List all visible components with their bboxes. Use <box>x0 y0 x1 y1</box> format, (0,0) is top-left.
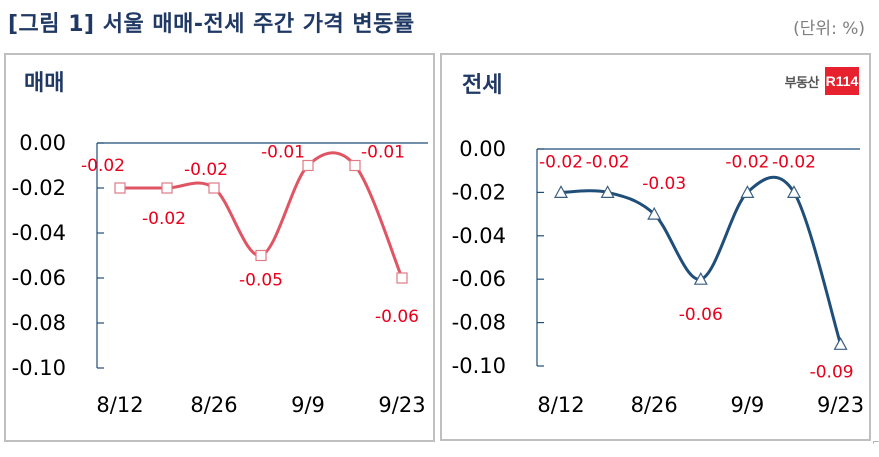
y-tick-label: -0.10 <box>12 356 66 380</box>
x-tick-label: 8/12 <box>537 393 584 417</box>
data-label: -0.02 <box>586 152 630 172</box>
data-label: -0.06 <box>679 305 723 325</box>
triangle-marker <box>647 206 662 220</box>
x-tick-label: 8/26 <box>631 393 678 417</box>
data-label: -0.02 <box>184 160 228 180</box>
y-tick-label: -0.04 <box>12 221 66 245</box>
x-tick-label: 9/9 <box>291 393 325 417</box>
square-marker <box>349 159 361 172</box>
y-tick-label: -0.10 <box>452 354 506 378</box>
data-label: -0.02 <box>142 209 186 229</box>
sale-chart-panel: 매매 <box>4 53 435 442</box>
triangle-marker <box>833 337 848 350</box>
logo-text: 부동산 <box>784 75 820 91</box>
x-tick-label: 9/23 <box>378 393 425 417</box>
square-marker <box>114 182 126 194</box>
triangle-marker <box>740 185 755 198</box>
triangle-marker <box>553 185 569 198</box>
square-marker <box>208 182 220 194</box>
data-label: -0.01 <box>361 143 405 163</box>
y-tick-label: -0.08 <box>12 311 66 335</box>
figure-title: [그림 1] 서울 매매-전세 주간 가격 변동률 <box>8 12 415 37</box>
square-marker <box>302 159 314 172</box>
data-label: -0.02 <box>539 152 583 172</box>
triangle-marker <box>693 271 708 285</box>
x-tick-label: 8/12 <box>96 393 143 417</box>
square-marker <box>255 249 267 262</box>
data-label: -0.01 <box>261 143 305 163</box>
r114-logo: 부동산 R114 <box>785 67 859 95</box>
data-label: -0.06 <box>375 307 419 327</box>
y-tick-label: -0.04 <box>452 224 506 248</box>
data-label: -0.02 <box>81 156 125 176</box>
logo-badge: R114 <box>825 67 859 95</box>
y-tick-label: -0.02 <box>452 180 506 204</box>
sale-chart-title: 매매 <box>24 71 65 96</box>
y-tick-label: -0.02 <box>12 176 66 200</box>
triangle-marker <box>600 185 615 198</box>
y-tick-label: -0.06 <box>12 266 66 290</box>
resize-mark: ⌐ <box>872 438 879 448</box>
square-marker <box>396 272 408 284</box>
jeonse-line-chart: 0.00 -0.02 -0.04 -0.06 -0.08 -0.10 8/12 8/26 9/9… <box>452 137 865 417</box>
jeonse-chart-title: 전세 <box>462 73 503 98</box>
jeonse-chart-panel: 전세 부동산 R114 <box>440 53 871 441</box>
series-line <box>560 175 843 345</box>
sale-line-chart: 0.00 -0.02 -0.04 -0.06 -0.08 -0.10 8/12 8/26 9/9… <box>12 131 428 417</box>
x-tick-label: 9/9 <box>731 393 765 417</box>
data-label: -0.09 <box>810 362 854 382</box>
x-tick-label: 9/23 <box>817 393 864 417</box>
y-tick-label: 0.00 <box>19 131 66 155</box>
y-tick-label: 0.00 <box>459 137 506 161</box>
data-label: -0.05 <box>239 271 283 291</box>
data-label: -0.03 <box>642 174 686 194</box>
data-label: -0.02 <box>725 152 769 172</box>
triangle-marker <box>786 185 802 198</box>
y-tick-label: -0.06 <box>452 267 506 291</box>
y-tick-label: -0.08 <box>452 311 506 335</box>
x-tick-label: 8/26 <box>190 393 237 417</box>
unit-label: (단위: %) <box>793 19 865 39</box>
square-marker <box>161 182 173 194</box>
data-label: -0.02 <box>772 152 816 172</box>
